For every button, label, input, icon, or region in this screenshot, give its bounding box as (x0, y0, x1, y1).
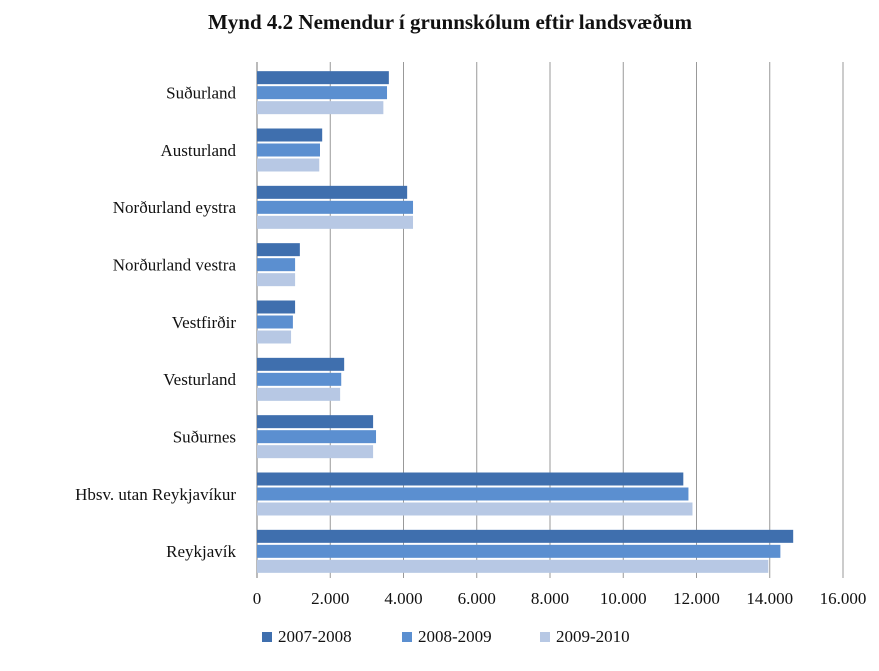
bar (257, 243, 300, 257)
chart-title: Mynd 4.2 Nemendur í grunnskólum eftir la… (208, 10, 693, 34)
bar (257, 143, 320, 157)
bar (257, 200, 414, 214)
bar (257, 430, 377, 444)
bar (257, 529, 794, 543)
y-tick-label: Austurland (160, 141, 236, 160)
bar (257, 445, 374, 459)
y-tick-label: Vestfirðir (172, 313, 237, 332)
x-tick-label: 10.000 (600, 589, 647, 608)
y-tick-label: Vesturland (163, 370, 236, 389)
x-tick-label: 2.000 (311, 589, 349, 608)
y-tick-label: Suðurnes (173, 428, 236, 447)
bar (257, 158, 320, 172)
bar (257, 472, 684, 486)
bar (257, 215, 414, 229)
x-tick-label: 12.000 (673, 589, 720, 608)
y-tick-label: Hbsv. utan Reykjavíkur (75, 485, 236, 504)
y-tick-label: Reykjavík (166, 542, 236, 561)
y-tick-label: Norðurland vestra (113, 256, 237, 275)
bar (257, 300, 296, 314)
bar (257, 502, 693, 516)
legend-swatch (402, 632, 412, 642)
bar (257, 86, 388, 100)
bar (257, 330, 292, 344)
bar (257, 101, 384, 115)
bar (257, 387, 341, 401)
legend-label: 2008-2009 (418, 627, 492, 646)
bar (257, 415, 374, 429)
bar (257, 185, 408, 199)
legend-swatch (262, 632, 272, 642)
x-tick-label: 8.000 (531, 589, 569, 608)
bar (257, 273, 296, 287)
x-tick-label: 6.000 (458, 589, 496, 608)
y-tick-label: Norðurland eystra (113, 198, 237, 217)
bar (257, 487, 689, 501)
x-tick-label: 0 (253, 589, 262, 608)
y-tick-label: Suðurland (166, 84, 236, 103)
x-tick-label: 4.000 (384, 589, 422, 608)
bar (257, 559, 769, 573)
bar (257, 357, 345, 371)
bar (257, 71, 389, 85)
x-tick-label: 14.000 (746, 589, 793, 608)
bar (257, 315, 293, 329)
bar (257, 372, 342, 386)
legend-swatch (540, 632, 550, 642)
x-tick-label: 16.000 (820, 589, 867, 608)
bar (257, 544, 781, 558)
legend-label: 2007-2008 (278, 627, 352, 646)
bar (257, 258, 296, 272)
bar (257, 128, 323, 142)
legend-label: 2009-2010 (556, 627, 630, 646)
